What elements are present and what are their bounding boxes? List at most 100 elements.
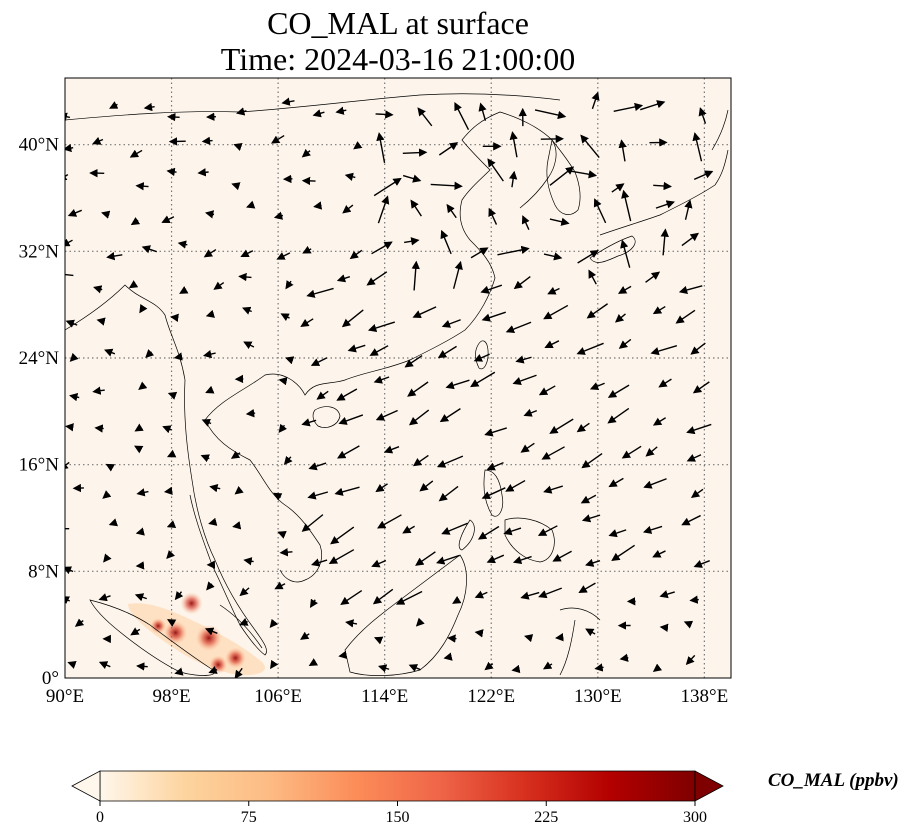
- wind-arrow: [443, 652, 453, 661]
- wind-arrow: [698, 107, 707, 124]
- wind-arrow: [486, 462, 504, 471]
- wind-arrow: [308, 658, 319, 667]
- wind-arrow: [690, 488, 704, 499]
- wind-arrow: [336, 274, 351, 283]
- wind-arrow: [161, 215, 175, 223]
- wind-arrow: [135, 527, 145, 536]
- wind-arrow: [330, 526, 355, 545]
- wind-arrow: [106, 251, 123, 261]
- wind-arrow: [503, 527, 522, 536]
- wind-arrow: [512, 374, 537, 385]
- wind-arrow: [652, 417, 666, 426]
- wind-arrow: [620, 239, 631, 268]
- wind-arrow: [205, 385, 215, 394]
- wind-arrow: [328, 549, 355, 564]
- wind-arrow: [102, 490, 112, 499]
- wind-arrow: [452, 260, 463, 289]
- wind-arrow: [481, 487, 506, 499]
- wind-arrow: [166, 619, 177, 627]
- wind-arrow: [373, 636, 384, 645]
- wind-arrow: [484, 427, 507, 437]
- wind-arrow: [684, 199, 693, 220]
- wind-arrow: [65, 172, 69, 181]
- wind-arrow: [301, 418, 317, 427]
- wind-arrow: [167, 391, 178, 400]
- wind-arrow: [245, 409, 256, 418]
- wind-arrow: [402, 148, 428, 157]
- wind-arrow: [93, 285, 103, 294]
- colorbar-label: CO_MAL (ppbv): [768, 770, 899, 791]
- wind-arrow: [523, 408, 538, 417]
- wind-arrow: [234, 485, 244, 495]
- lon-tick-label: 138°E: [681, 686, 729, 707]
- wind-arrow: [513, 275, 531, 290]
- wind-arrow: [203, 248, 217, 258]
- wind-arrow: [92, 136, 104, 145]
- colorbar-tick-label: 0: [96, 809, 104, 826]
- wind-arrow: [377, 664, 390, 673]
- wind-arrow: [404, 354, 423, 368]
- wind-arrow: [589, 382, 605, 391]
- wind-arrow: [301, 148, 311, 158]
- wind-arrow: [659, 590, 675, 599]
- wind-arrow: [162, 425, 172, 434]
- wind-arrow: [395, 590, 423, 605]
- lat-tick-label: 24°N: [19, 348, 60, 369]
- wind-arrow: [177, 240, 188, 249]
- lon-tick-label: 130°E: [574, 686, 622, 707]
- coastline-sulawesi: [559, 607, 601, 676]
- wind-arrow: [660, 228, 669, 256]
- wind-arrow: [336, 388, 358, 401]
- colorbar-extend-max: [694, 770, 724, 802]
- wind-arrow: [437, 345, 457, 359]
- wind-arrow: [163, 486, 173, 496]
- wind-arrow: [613, 102, 644, 112]
- wind-arrow: [404, 237, 420, 246]
- wind-arrow: [141, 245, 158, 254]
- wind-arrow: [658, 378, 672, 388]
- wind-arrow: [300, 631, 310, 640]
- wind-arrow: [138, 381, 148, 391]
- colorbar-tick-label: 75: [241, 809, 257, 826]
- wind-arrow: [240, 249, 254, 258]
- wind-arrow: [438, 142, 459, 156]
- wind-arrow: [338, 414, 364, 425]
- wind-arrow: [377, 514, 402, 529]
- wind-arrow: [179, 286, 189, 294]
- wind-arrow: [474, 629, 484, 638]
- wind-arrow: [65, 143, 74, 153]
- wind-arrow: [341, 309, 364, 328]
- wind-arrow: [542, 661, 553, 670]
- wind-arrow: [103, 553, 112, 563]
- wind-arrow: [608, 529, 627, 538]
- wind-arrow: [544, 340, 560, 349]
- wind-arrow: [371, 559, 387, 568]
- wind-arrow: [136, 488, 149, 497]
- wind-arrow: [345, 619, 358, 628]
- wind-arrow: [167, 112, 180, 122]
- wind-arrow: [645, 446, 658, 457]
- wind-arrow: [585, 628, 596, 637]
- wind-arrow: [686, 423, 712, 435]
- wind-arrow: [200, 454, 210, 463]
- coastline-borneo: [344, 554, 467, 676]
- wind-arrow: [520, 591, 540, 600]
- wind-arrow: [98, 661, 111, 669]
- coastline-mainland-asia: [65, 93, 561, 656]
- wind-arrow: [534, 109, 567, 120]
- wind-arrow: [316, 390, 329, 400]
- wind-arrow: [693, 559, 710, 568]
- wind-arrow: [415, 617, 425, 627]
- wind-arrow: [652, 663, 663, 672]
- wind-arrow: [488, 207, 498, 225]
- wind-arrow: [607, 384, 630, 398]
- wind-arrow: [439, 408, 461, 423]
- wind-arrow: [377, 195, 390, 224]
- wind-arrow: [239, 617, 249, 626]
- wind-arrow: [515, 355, 532, 364]
- wind-arrow: [231, 182, 241, 191]
- wind-arrow: [65, 461, 70, 470]
- colorbar-tick-label: 150: [386, 809, 410, 826]
- wind-arrow: [145, 349, 155, 359]
- wind-arrow: [543, 485, 563, 494]
